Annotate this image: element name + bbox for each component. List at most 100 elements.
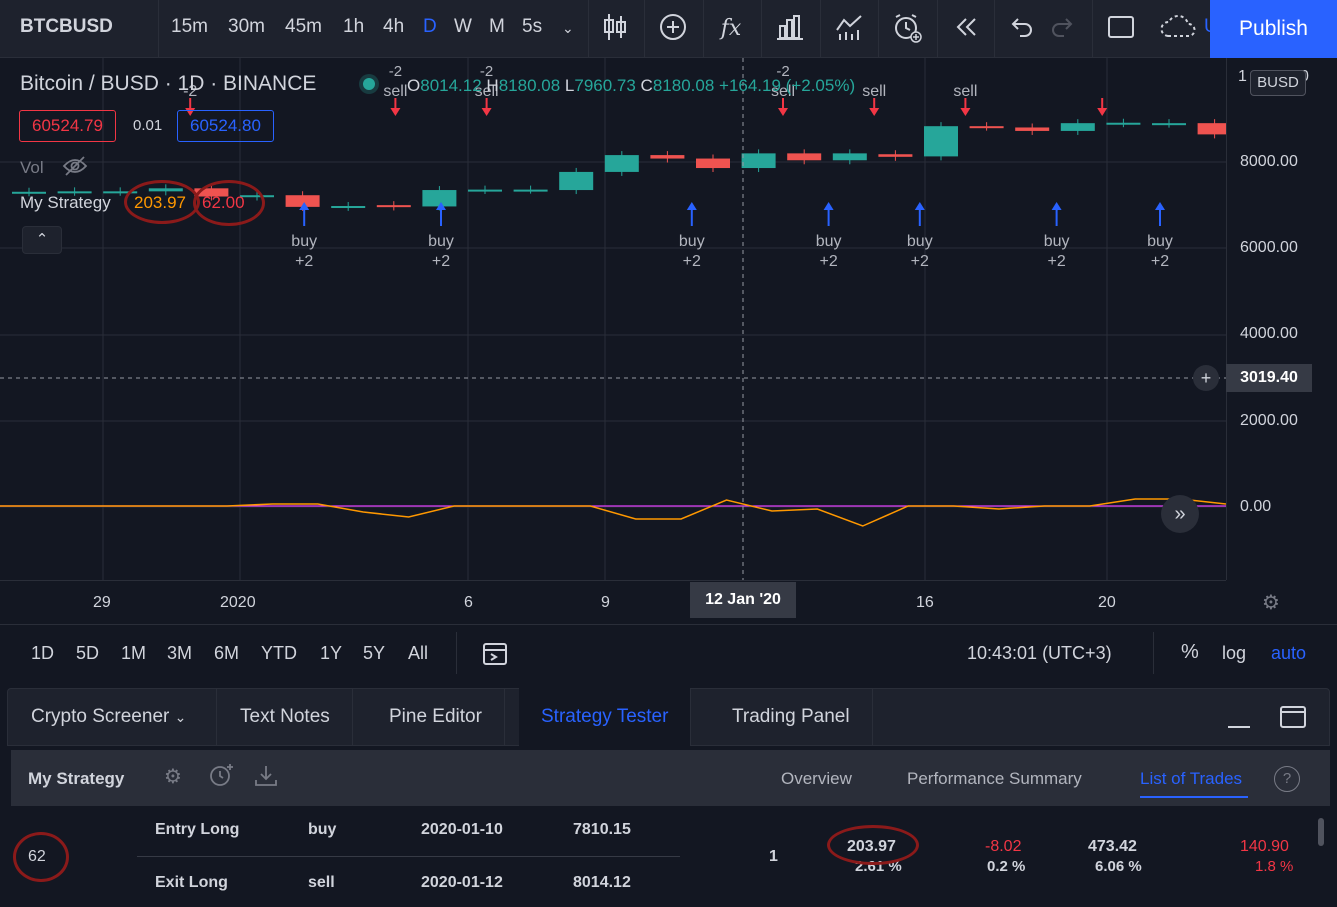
tab-text-notes[interactable]: Text Notes (218, 688, 353, 746)
candle (12, 191, 46, 194)
timeframe-1h[interactable]: 1h (343, 16, 365, 37)
range-1m[interactable]: 1M (121, 643, 147, 663)
candle (741, 153, 776, 169)
goto-date-calendar-icon[interactable] (480, 641, 510, 672)
replay-rewind-icon[interactable] (949, 12, 983, 46)
collapse-legend-chevron-up-icon[interactable]: ⌃ (22, 226, 62, 254)
crosshair-price-label: 3019.40 (1226, 364, 1312, 392)
maximize-panel-icon[interactable] (1279, 705, 1307, 734)
indicators-fx-icon[interactable]: fx (720, 16, 742, 41)
redo-icon[interactable] (1046, 12, 1080, 46)
timeframe-5s[interactable]: 5s (522, 16, 543, 37)
tab-performance-summary[interactable]: Performance Summary (907, 769, 1082, 788)
add-price-alert-plus-icon[interactable]: + (1193, 365, 1219, 391)
range-ytd[interactable]: YTD (261, 643, 297, 663)
fullscreen-icon[interactable] (1104, 12, 1138, 46)
tab-label: Crypto Screener (31, 706, 170, 727)
sell-arrow-head (1097, 108, 1108, 116)
price-axis[interactable] (1226, 58, 1337, 580)
candle (468, 189, 502, 192)
help-question-icon[interactable]: ? (1274, 766, 1300, 792)
candle (285, 195, 320, 207)
buy-qty-label: +2 (1047, 253, 1065, 270)
buy-arrow-head (1051, 202, 1062, 210)
volume-legend-label[interactable]: Vol (20, 158, 44, 177)
range-1y[interactable]: 1Y (320, 643, 343, 663)
undo-icon[interactable] (1004, 12, 1038, 46)
time-label: 29 (93, 594, 111, 611)
strategy-alert-clock-icon[interactable] (207, 762, 235, 794)
export-download-icon[interactable] (253, 764, 279, 794)
symbol-search-button[interactable]: BTCBUSD (20, 16, 113, 37)
trades-scrollbar[interactable] (1318, 818, 1324, 846)
chart-pane[interactable]: -2 buy +2 -2 sell buy +2 -2 sell buy +2 -2 sell buy +2… (0, 58, 1337, 580)
crosshair-date-label: 12 Jan '20 (690, 582, 796, 618)
chart-settings-gear-icon[interactable]: ⚙ (1262, 592, 1280, 614)
buy-price-button[interactable]: 60524.80 (177, 110, 274, 142)
candle (878, 154, 913, 157)
percent-scale-toggle[interactable]: % (1181, 641, 1199, 663)
date-range-bar (0, 624, 1337, 682)
candles-layer (12, 118, 1337, 211)
top-toolbar: BTCBUSD 15m 30m 45m 1h 4h D W M 5s ⌄ fx (0, 0, 1337, 58)
strategy-name[interactable]: My Strategy (28, 769, 125, 788)
buy-qty-label: +2 (911, 253, 929, 270)
timeframe-d[interactable]: D (423, 16, 437, 37)
scroll-to-realtime-chevrons-icon[interactable]: » (1161, 495, 1199, 533)
buy-label: buy (907, 233, 933, 250)
clock-timezone-button[interactable]: 10:43:01 (UTC+3) (967, 643, 1112, 663)
spread-value: 0.01 (133, 117, 163, 134)
templates-bars-icon[interactable] (773, 12, 807, 46)
buy-arrow-head (1155, 202, 1165, 210)
tab-overview[interactable]: Overview (781, 769, 852, 788)
timeframe-dropdown-chevron-icon[interactable]: ⌄ (562, 20, 574, 36)
strategy-legend-label[interactable]: My Strategy (20, 193, 111, 212)
timeframe-15m[interactable]: 15m (171, 16, 208, 37)
timeframe-w[interactable]: W (454, 16, 472, 37)
legend-symbol-title[interactable]: Bitcoin / BUSD · 1D · BINANCE (20, 72, 317, 95)
publish-button[interactable]: Publish (1210, 0, 1337, 58)
tab-list-of-trades[interactable]: List of Trades (1140, 769, 1243, 788)
trade-exit-type: Exit Long (155, 874, 228, 891)
range-6m[interactable]: 6M (214, 643, 240, 663)
currency-button[interactable]: BUSD (1250, 70, 1306, 96)
buy-label: buy (1044, 233, 1070, 250)
tab-crypto-screener[interactable]: Crypto Screener ⌄ (9, 688, 217, 746)
strategy-settings-gear-icon[interactable]: ⚙ (164, 766, 182, 788)
timeframe-45m[interactable]: 45m (285, 16, 322, 37)
compare-plus-icon[interactable] (656, 12, 690, 46)
trade-cumulative: 140.90 (1240, 838, 1289, 855)
range-1d[interactable]: 1D (31, 643, 55, 663)
trade-runup-pct: 0.2 % (987, 858, 1026, 875)
timeframe-4h[interactable]: 4h (383, 16, 405, 37)
tab-trading-panel[interactable]: Trading Panel (710, 688, 873, 746)
range-3m[interactable]: 3M (167, 643, 193, 663)
log-scale-toggle[interactable]: log (1222, 643, 1247, 663)
market-open-status-icon (363, 78, 375, 90)
time-label: 2020 (220, 594, 256, 611)
sell-label: sell (475, 83, 499, 100)
hidden-eye-icon[interactable] (62, 155, 88, 182)
timeframe-m[interactable]: M (489, 16, 505, 37)
range-5d[interactable]: 5D (76, 643, 100, 663)
minimize-panel-icon[interactable] (1228, 726, 1250, 728)
tab-pine-editor[interactable]: Pine Editor (367, 688, 505, 746)
tab-strategy-tester[interactable]: Strategy Tester (519, 688, 692, 746)
sell-price-button[interactable]: 60524.79 (19, 110, 116, 142)
sell-label: -2 (183, 83, 197, 100)
candle (1015, 127, 1050, 131)
time-axis[interactable] (0, 580, 1226, 624)
alert-clock-icon[interactable] (890, 12, 924, 46)
candles-type-icon[interactable] (598, 12, 632, 46)
toolbar-divider (820, 0, 821, 58)
auto-scale-toggle[interactable]: auto (1271, 643, 1307, 663)
strategy-chart-icon[interactable] (832, 12, 866, 46)
candle (604, 155, 639, 172)
range-all[interactable]: All (408, 643, 429, 663)
range-5y[interactable]: 5Y (363, 643, 386, 663)
trade-exit-date: 2020-01-12 (421, 874, 503, 891)
price-chart[interactable]: -2 buy +2 -2 sell buy +2 -2 sell buy +2 -2 sell buy +2… (0, 58, 1337, 580)
cloud-save-icon[interactable] (1158, 12, 1196, 46)
timeframe-30m[interactable]: 30m (228, 16, 265, 37)
price-label: 0.00 (1240, 498, 1272, 515)
